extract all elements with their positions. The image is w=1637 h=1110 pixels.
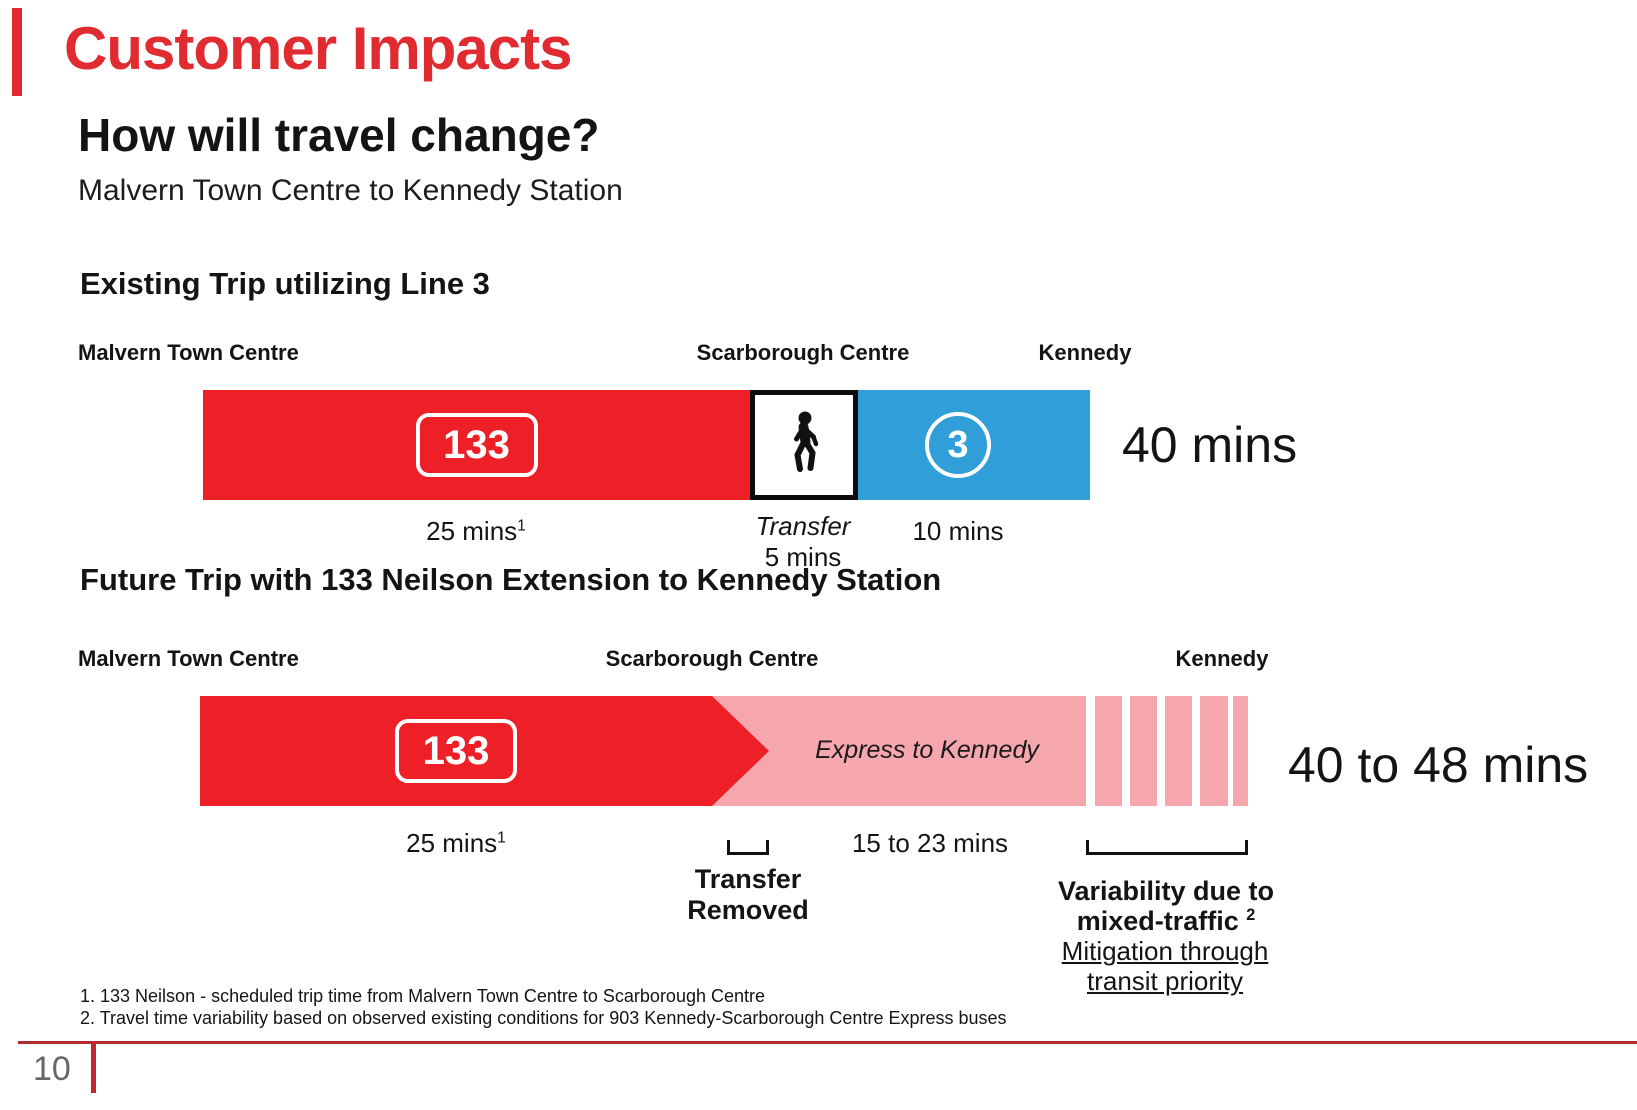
variability-stripe: [1200, 696, 1228, 806]
footer-rule: [18, 1041, 1637, 1044]
transfer-removed-bracket: [727, 840, 769, 855]
existing-line3-time: 10 mins: [912, 516, 1004, 546]
mitigation-line1: Mitigation through: [1061, 936, 1269, 966]
existing-transfer-label: Transfer: [755, 511, 851, 541]
footer-accent-mark: [91, 1041, 96, 1093]
future-express-time: 15 to 23 mins: [851, 828, 1009, 858]
future-trip-bar: 133 Express to Kennedy: [0, 696, 1637, 806]
future-trip-heading: Future Trip with 133 Neilson Extension t…: [80, 562, 942, 597]
question-heading: How will travel change?: [78, 109, 600, 161]
express-to-kennedy-label: Express to Kennedy: [815, 736, 1039, 764]
variability-bracket: [1086, 840, 1248, 855]
footnote-1: 1. 133 Neilson - scheduled trip time fro…: [80, 986, 766, 1006]
existing-station-end: Kennedy: [1038, 340, 1132, 365]
variability-stripe: [1130, 696, 1157, 806]
bus-arrow-head: [712, 696, 769, 806]
future-bus-time: 25 mins1: [406, 828, 506, 858]
line-3-icon: 3: [925, 412, 991, 478]
variability-stripe: [1165, 696, 1192, 806]
route-133-badge: 133: [395, 719, 517, 783]
mitigation-line2: transit priority: [1086, 966, 1244, 996]
route-133-badge: 133: [415, 413, 538, 477]
transfer-removed-line1: Transfer: [694, 864, 802, 894]
future-station-mid: Scarborough Centre: [605, 646, 819, 671]
variability-line2: mixed-traffic 2: [1076, 906, 1256, 936]
page-number: 10: [33, 1050, 71, 1088]
existing-transfer-time: 5 mins: [764, 542, 842, 572]
future-total-time: 40 to 48 mins: [1288, 737, 1589, 793]
footnote-2: 2. Travel time variability based on obse…: [80, 1008, 1007, 1028]
future-express-segment: [710, 696, 1086, 806]
existing-trip-bar: 133 3: [0, 390, 1637, 500]
route-subtitle: Malvern Town Centre to Kennedy Station: [78, 174, 623, 207]
existing-line3-segment: 3: [858, 390, 1090, 500]
page-title: Customer Impacts: [64, 15, 572, 82]
existing-bus-time: 25 mins1: [426, 516, 526, 546]
title-accent-bar: [12, 8, 22, 96]
existing-transfer-box: [750, 390, 858, 500]
existing-station-start: Malvern Town Centre: [78, 340, 299, 365]
variability-stripe: [1095, 696, 1122, 806]
variability-stripe: [1233, 696, 1248, 806]
future-station-end: Kennedy: [1175, 646, 1269, 671]
future-station-start: Malvern Town Centre: [78, 646, 299, 671]
walking-person-icon: [784, 410, 824, 481]
transfer-removed-line2: Removed: [687, 895, 809, 925]
future-bus-segment: 133: [200, 696, 712, 806]
existing-bus-segment: 133: [203, 390, 750, 500]
variability-line1: Variability due to: [1057, 876, 1275, 906]
existing-station-mid: Scarborough Centre: [696, 340, 910, 365]
existing-total-time: 40 mins: [1122, 417, 1298, 473]
existing-trip-heading: Existing Trip utilizing Line 3: [80, 266, 490, 301]
